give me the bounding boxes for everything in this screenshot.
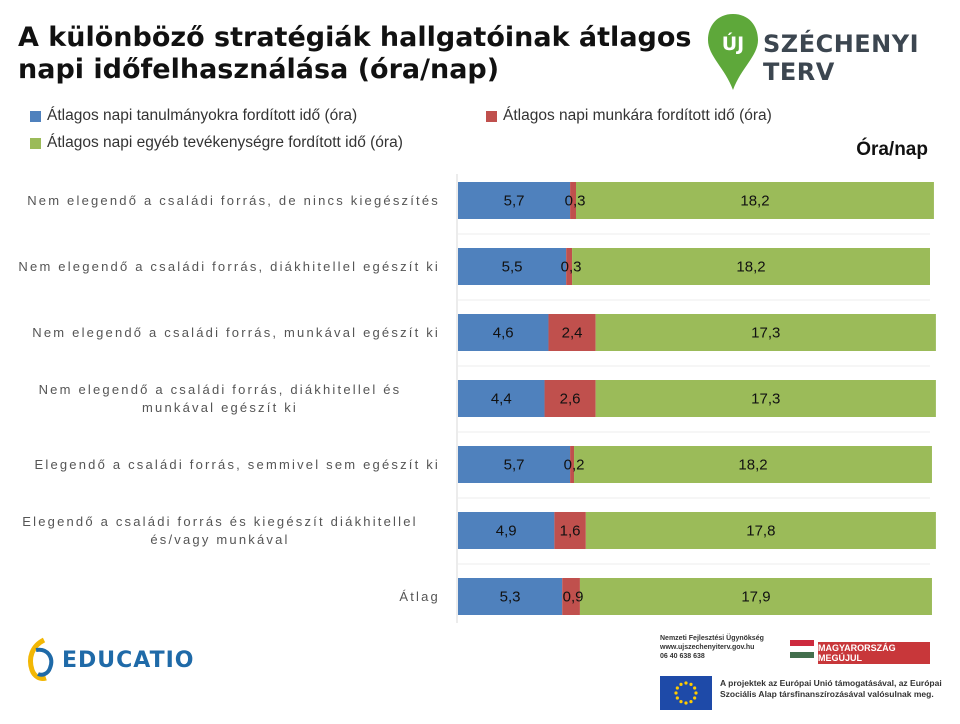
unit-label: Óra/nap [856, 139, 928, 160]
bar-study-3 [458, 380, 545, 417]
map-pin-icon: ÚJ [708, 14, 758, 90]
value-label-other-5: 17,8 [746, 523, 775, 540]
nfu-contact: Nemzeti Fejlesztési Ügynökség www.ujszec… [660, 634, 764, 661]
value-label-other-1: 18,2 [736, 259, 765, 276]
educatio-logo: EDUCATIO [22, 636, 195, 682]
bar-other-0 [576, 182, 934, 219]
bar-other-3 [595, 380, 936, 417]
nfu-phone: 06 40 638 638 [660, 653, 705, 660]
value-label-work-3: 2,6 [560, 391, 581, 408]
bar-work-4 [570, 446, 575, 483]
eu-flag-icon [660, 676, 712, 710]
eu-star [694, 691, 698, 695]
eu-star [674, 691, 678, 695]
legend-label-study: Átlagos napi tanulmányokra fordított idő… [47, 107, 358, 124]
bar-work-1 [566, 248, 573, 285]
bar-work-2 [548, 314, 596, 351]
value-label-other-2: 17,3 [751, 325, 780, 342]
value-label-work-6: 0,9 [563, 589, 584, 606]
category-label-line: munkával egészít ki [142, 399, 298, 415]
legend-swatch-other [30, 137, 41, 149]
value-label-study-2: 4,6 [493, 325, 514, 342]
bar-study-4 [458, 446, 571, 483]
value-label-other-4: 18,2 [738, 457, 767, 474]
category-label-line: Elegendő a családi forrás, semmivel sem … [34, 456, 440, 472]
eu-star [675, 696, 679, 700]
bar-work-5 [554, 512, 586, 549]
value-label-other-3: 17,3 [751, 391, 780, 408]
eu-star [684, 701, 688, 705]
category-label-line: Nem elegendő a családi forrás, diákhitel… [18, 258, 440, 274]
eu-star [684, 681, 688, 685]
value-label-work-1: 0,3 [561, 259, 582, 276]
value-label-study-3: 4,4 [491, 391, 512, 408]
value-label-study-0: 5,7 [504, 193, 525, 210]
category-label-0: Nem elegendő a családi forrás, de nincs … [0, 192, 440, 210]
bar-other-1 [572, 248, 930, 285]
category-label-4: Elegendő a családi forrás, semmivel sem … [0, 456, 440, 474]
value-label-study-4: 5,7 [504, 457, 525, 474]
legend-label-other: Átlagos napi egyéb tevékenységre fordíto… [47, 134, 403, 151]
nfu-name: Nemzeti Fejlesztési Ügynökség [660, 635, 764, 642]
eu-star [679, 682, 683, 686]
category-label-5: Elegendő a családi forrás és kiegészít d… [0, 513, 440, 549]
bar-other-2 [595, 314, 936, 351]
value-label-other-6: 17,9 [741, 589, 770, 606]
bar-study-5 [458, 512, 555, 549]
legend-item-study: Átlagos napi tanulmányokra fordított idő… [30, 107, 357, 125]
szechenyi-terv-text: SZÉCHENYI TERV [763, 30, 920, 86]
educatio-text: EDUCATIO [62, 648, 195, 673]
category-label-line: Átlag [399, 588, 440, 604]
category-label-2: Nem elegendő a családi forrás, munkával … [0, 324, 440, 342]
szechenyi-letter: ÚJ [722, 31, 745, 55]
magyarorszag-megujul-banner: MAGYARORSZÁG MEGÚJUL [818, 642, 930, 664]
educatio-swirl-icon [28, 637, 54, 681]
category-label-6: Átlag [0, 588, 440, 606]
bar-work-0 [570, 182, 576, 219]
eu-star [689, 682, 693, 686]
szechenyi-terv-logo: ÚJ SZÉCHENYI TERV [705, 12, 945, 92]
eu-star [693, 696, 697, 700]
category-label-line: Nem elegendő a családi forrás, de nincs … [27, 192, 440, 208]
value-label-study-5: 4,9 [496, 523, 517, 540]
bar-study-0 [458, 182, 571, 219]
hungary-flag-icon [790, 640, 814, 658]
bar-study-6 [458, 578, 563, 615]
legend-swatch-study [30, 110, 41, 122]
value-label-other-0: 18,2 [740, 193, 769, 210]
value-label-work-4: 0,2 [564, 457, 585, 474]
value-label-study-1: 5,5 [502, 259, 523, 276]
bar-work-6 [562, 578, 580, 615]
bar-study-2 [458, 314, 549, 351]
legend-label-work: Átlagos napi munkára fordított idő (óra) [503, 107, 772, 124]
bar-work-3 [544, 380, 596, 417]
nfu-url: www.ujszechenyiterv.gov.hu [660, 644, 755, 651]
value-label-study-6: 5,3 [500, 589, 521, 606]
category-label-line: Nem elegendő a családi forrás, munkával … [32, 324, 440, 340]
bar-study-1 [458, 248, 567, 285]
value-label-work-0: 0,3 [565, 193, 586, 210]
category-label-line: Elegendő a családi forrás és kiegészít d… [22, 513, 418, 529]
value-label-work-2: 2,4 [562, 325, 583, 342]
category-label-3: Nem elegendő a családi forrás, diákhitel… [0, 381, 440, 417]
value-label-work-5: 1,6 [560, 523, 581, 540]
eu-star [675, 686, 679, 690]
legend-item-work: Átlagos napi munkára fordított idő (óra) [486, 107, 772, 125]
category-label-line: és/vagy munkával [150, 531, 290, 547]
category-label-1: Nem elegendő a családi forrás, diákhitel… [0, 258, 440, 276]
eu-funding-text: A projektek az Európai Unió támogatásáva… [720, 678, 942, 699]
bar-other-4 [574, 446, 932, 483]
legend-swatch-work [486, 110, 497, 122]
eu-star [689, 700, 693, 704]
legend-item-other: Átlagos napi egyéb tevékenységre fordíto… [30, 134, 403, 152]
eu-star [693, 686, 697, 690]
eu-star [679, 700, 683, 704]
chart-title: A különböző stratégiák hallgatóinak átla… [18, 22, 692, 85]
category-label-line: Nem elegendő a családi forrás, diákhitel… [38, 381, 402, 397]
bar-other-5 [585, 512, 936, 549]
bar-other-6 [579, 578, 932, 615]
